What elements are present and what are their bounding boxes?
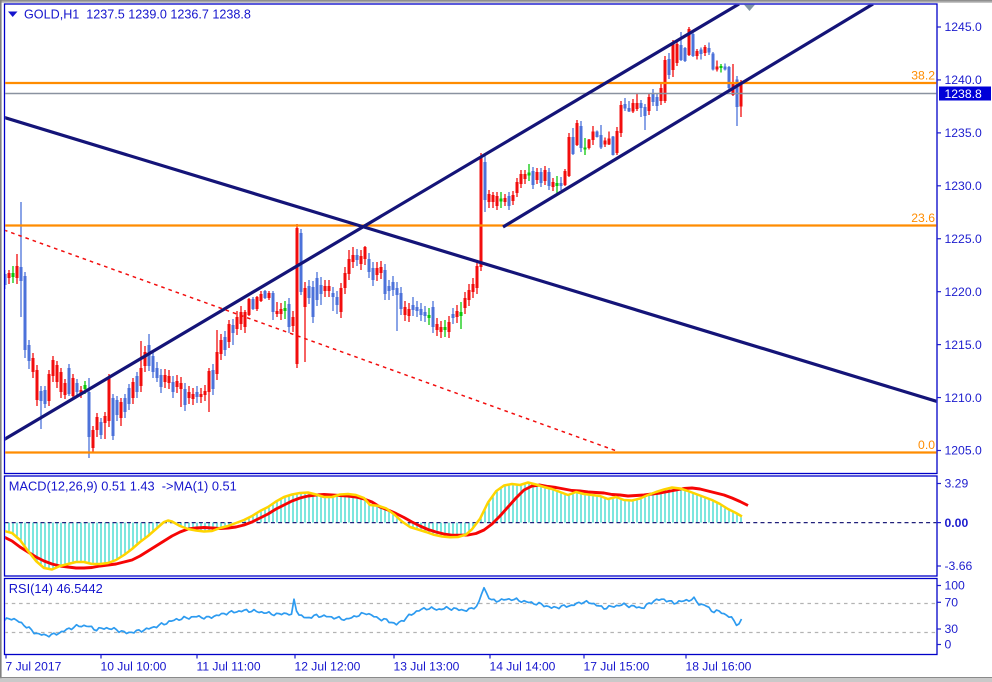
svg-text:0: 0 xyxy=(945,638,952,652)
svg-text:38.2: 38.2 xyxy=(911,69,935,83)
svg-text:14 Jul 14:00: 14 Jul 14:00 xyxy=(490,659,556,673)
svg-text:17 Jul 15:00: 17 Jul 15:00 xyxy=(584,659,650,673)
svg-text:1210.0: 1210.0 xyxy=(945,391,982,405)
svg-text:RSI(14) 46.5442: RSI(14) 46.5442 xyxy=(9,581,103,596)
svg-text:1215.0: 1215.0 xyxy=(945,338,982,352)
svg-text:12 Jul 12:00: 12 Jul 12:00 xyxy=(295,659,361,673)
svg-text:1238.8: 1238.8 xyxy=(945,87,982,101)
svg-text:1240.0: 1240.0 xyxy=(945,73,982,87)
svg-text:1245.0: 1245.0 xyxy=(945,20,982,34)
svg-text:1235.0: 1235.0 xyxy=(945,126,982,140)
svg-text:-3.66: -3.66 xyxy=(945,559,973,573)
svg-text:13 Jul 13:00: 13 Jul 13:00 xyxy=(394,659,460,673)
svg-text:18 Jul 16:00: 18 Jul 16:00 xyxy=(686,659,752,673)
svg-text:30: 30 xyxy=(945,622,959,636)
svg-text:3.29: 3.29 xyxy=(945,477,969,491)
svg-text:GOLD,H1 1237.5 1239.0 1236.7: GOLD,H1 1237.5 1239.0 1236.7 1238.8 xyxy=(24,8,251,22)
svg-text:0.0: 0.0 xyxy=(918,438,935,452)
svg-text:10 Jul 10:00: 10 Jul 10:00 xyxy=(101,659,167,673)
svg-text:0.00: 0.00 xyxy=(945,516,969,530)
svg-text:7 Jul 2017: 7 Jul 2017 xyxy=(6,659,62,673)
svg-text:11 Jul 11:00: 11 Jul 11:00 xyxy=(197,659,261,673)
svg-text:100: 100 xyxy=(945,579,966,593)
svg-text:MACD(12,26,9) 0.51 1.43 ->MA(: MACD(12,26,9) 0.51 1.43 ->MA(1) 0.51 xyxy=(9,479,237,494)
svg-text:70: 70 xyxy=(945,596,959,610)
svg-text:1205.0: 1205.0 xyxy=(945,444,982,458)
svg-text:1220.0: 1220.0 xyxy=(945,285,982,299)
svg-text:1225.0: 1225.0 xyxy=(945,232,982,246)
svg-text:1230.0: 1230.0 xyxy=(945,179,982,193)
svg-text:23.6: 23.6 xyxy=(911,211,935,225)
